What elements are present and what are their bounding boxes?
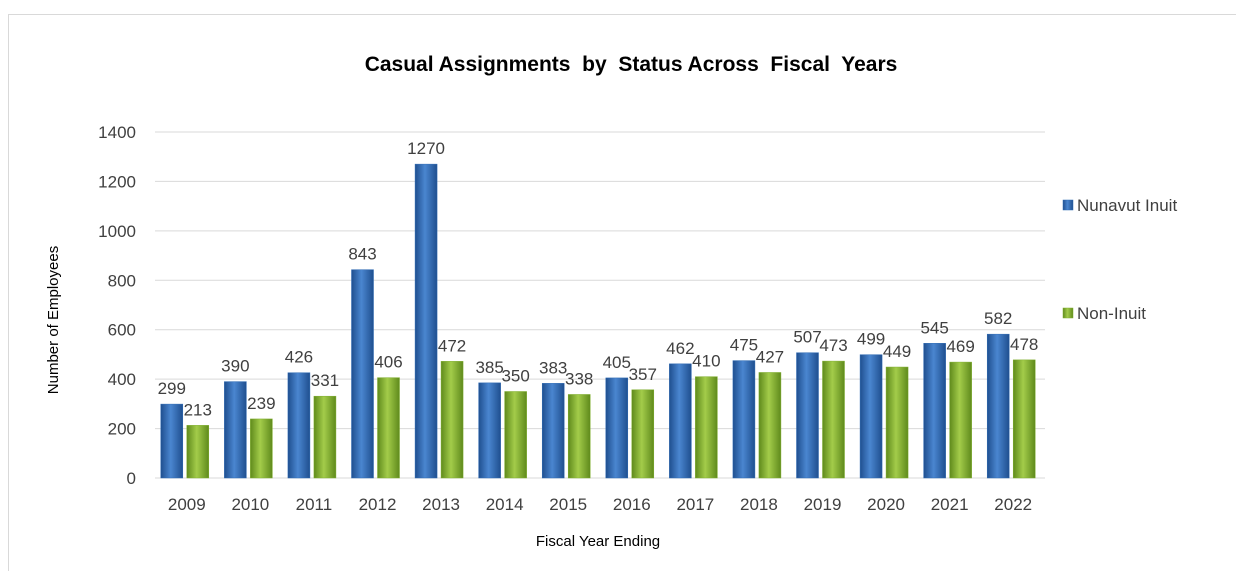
data-label: 1270	[407, 139, 445, 158]
bar-non-inuit-2019	[822, 360, 845, 479]
y-tick-labels: 0 200 400 600 800 1000 1200 1400	[98, 123, 136, 488]
data-label: 385	[475, 358, 503, 377]
legend-label: Nunavut Inuit	[1077, 196, 1177, 215]
x-tick-label: 2010	[231, 495, 269, 514]
bar-non-inuit-2018	[758, 372, 782, 479]
data-label: 499	[857, 330, 885, 349]
data-label: 475	[730, 336, 758, 355]
y-tick-label: 200	[108, 420, 136, 439]
data-label: 507	[793, 328, 821, 347]
bar-nunavut-inuit-2009	[160, 403, 184, 479]
data-label: 427	[756, 347, 784, 366]
data-label: 582	[984, 309, 1012, 328]
data-label: 426	[285, 348, 313, 367]
chart-container: Casual Assignments by Status Across Fisc…	[8, 14, 1236, 571]
y-axis-title: Number of Employees	[45, 246, 62, 394]
bar-non-inuit-2011	[313, 395, 337, 479]
bar-nunavut-inuit-2010	[224, 381, 247, 479]
bar-non-inuit-2021	[949, 361, 972, 479]
data-label: 213	[184, 400, 212, 419]
x-tick-label: 2011	[296, 495, 333, 514]
x-tick-label: 2021	[931, 495, 969, 514]
x-tick-label: 2012	[359, 495, 397, 514]
x-axis-title: Fiscal Year Ending	[536, 533, 660, 550]
legend-label: Non-Inuit	[1077, 304, 1146, 323]
data-label: 472	[438, 336, 466, 355]
data-label: 331	[311, 371, 339, 390]
y-tick-label: 400	[108, 370, 136, 389]
data-label: 239	[247, 394, 275, 413]
bar-non-inuit-2020	[885, 366, 909, 479]
bar-chart: Casual Assignments by Status Across Fisc…	[45, 53, 1177, 550]
legend-swatch	[1062, 199, 1074, 211]
bar-non-inuit-2012	[377, 377, 400, 479]
bar-nunavut-inuit-2014	[478, 382, 501, 479]
bar-nunavut-inuit-2013	[414, 163, 438, 479]
bar-non-inuit-2009	[186, 425, 210, 479]
bar-nunavut-inuit-2012	[351, 269, 374, 479]
x-tick-label: 2013	[422, 495, 460, 514]
bar-nunavut-inuit-2016	[605, 377, 629, 479]
data-label: 462	[666, 339, 694, 358]
data-label: 406	[374, 353, 402, 372]
data-label: 449	[883, 342, 911, 361]
x-tick-label: 2014	[486, 495, 524, 514]
data-label: 410	[692, 352, 720, 371]
bar-non-inuit-2015	[567, 394, 591, 479]
data-label: 843	[348, 245, 376, 264]
bar-non-inuit-2013	[440, 361, 464, 479]
data-label: 405	[603, 353, 631, 372]
data-labels: 299 390 426 843 1270 385 383 405 462 475 507 499 545…	[158, 139, 1039, 419]
data-label: 390	[221, 357, 249, 376]
x-tick-label: 2016	[613, 495, 651, 514]
bar-nunavut-inuit-2017	[669, 363, 692, 479]
y-tick-label: 1000	[98, 222, 136, 241]
data-label: 469	[946, 337, 974, 356]
legend: Nunavut Inuit Non-Inuit	[1062, 196, 1177, 323]
data-label: 473	[819, 336, 847, 355]
x-tick-label: 2015	[549, 495, 587, 514]
data-label: 357	[629, 365, 657, 384]
y-tick-label: 1200	[98, 172, 136, 191]
bar-non-inuit-2022	[1012, 359, 1036, 479]
data-label: 299	[158, 379, 186, 398]
bar-non-inuit-2010	[250, 418, 273, 479]
x-tick-label: 2022	[994, 495, 1032, 514]
x-tick-label: 2020	[867, 495, 905, 514]
data-label: 350	[501, 367, 529, 386]
bar-nunavut-inuit-2022	[986, 333, 1010, 479]
x-tick-label: 2017	[676, 495, 714, 514]
bar-non-inuit-2017	[695, 376, 718, 479]
bar-nunavut-inuit-2020	[859, 354, 883, 479]
data-label: 338	[565, 369, 593, 388]
y-tick-label: 1400	[98, 123, 136, 142]
bar-nunavut-inuit-2018	[732, 360, 756, 479]
bar-nunavut-inuit-2019	[796, 352, 819, 479]
bar-nunavut-inuit-2011	[287, 372, 311, 479]
bar-nunavut-inuit-2015	[541, 383, 565, 479]
data-label: 545	[920, 318, 948, 337]
chart-title: Casual Assignments by Status Across Fisc…	[365, 53, 898, 76]
x-tick-label: 2019	[804, 495, 842, 514]
y-tick-label: 0	[127, 469, 136, 488]
x-tick-labels: 2009 2010 2011 2012 2013 2014 2015 2016 2017 2018…	[168, 495, 1032, 514]
bar-non-inuit-2014	[504, 391, 527, 479]
bars	[160, 163, 1036, 479]
bar-non-inuit-2016	[631, 389, 655, 479]
data-label: 478	[1010, 335, 1038, 354]
legend-swatch	[1062, 307, 1074, 319]
x-tick-label: 2018	[740, 495, 778, 514]
x-tick-label: 2009	[168, 495, 206, 514]
bar-nunavut-inuit-2021	[923, 343, 946, 479]
y-tick-label: 600	[108, 321, 136, 340]
y-tick-label: 800	[108, 271, 136, 290]
data-label: 383	[539, 358, 567, 377]
